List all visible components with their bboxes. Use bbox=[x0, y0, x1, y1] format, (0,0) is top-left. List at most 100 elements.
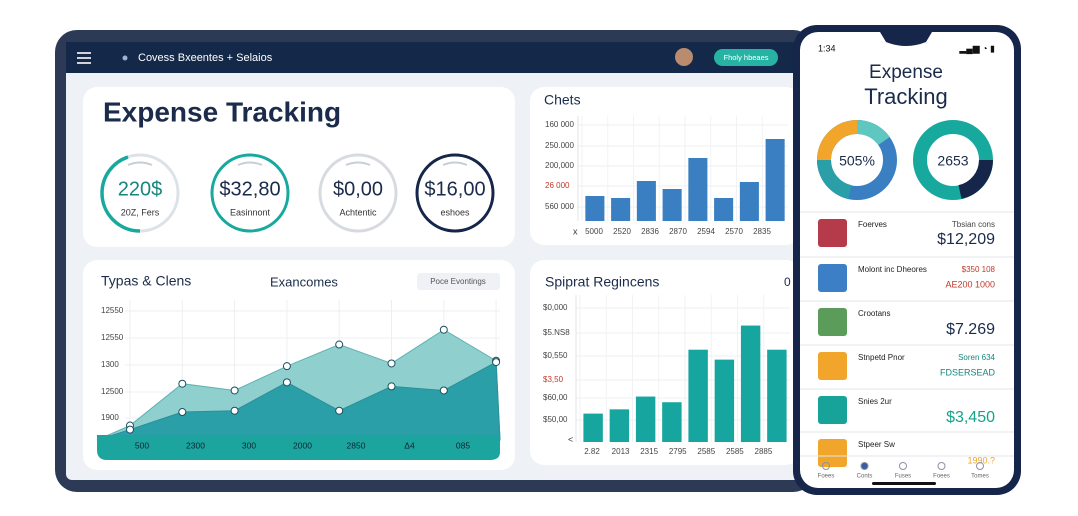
point bbox=[439, 386, 448, 395]
x-tick-label: 2594 bbox=[697, 227, 715, 236]
ring-arc bbox=[100, 155, 141, 233]
item-name: Molont inc Dheores bbox=[858, 265, 927, 274]
ring-label: 20Z, Fers bbox=[121, 207, 160, 217]
item-swatch bbox=[818, 308, 847, 336]
y-tick-label: 12550 bbox=[101, 333, 124, 342]
nav-icon[interactable] bbox=[822, 462, 830, 470]
item-name: Foerves bbox=[858, 220, 887, 229]
item-swatch bbox=[818, 439, 847, 467]
card-title: Expense Tracking bbox=[103, 96, 341, 127]
card bbox=[83, 87, 515, 247]
chart-subtitle: Exancomes bbox=[270, 274, 338, 289]
axis-mark: x bbox=[573, 226, 578, 236]
phone-time: 1:34 bbox=[818, 43, 836, 53]
app-title: Covess Bxeentes + Selaios bbox=[138, 52, 273, 64]
x-tick-label: 2850 bbox=[347, 440, 366, 450]
top-button[interactable] bbox=[714, 49, 778, 66]
x-tick-label: 2835 bbox=[753, 227, 771, 236]
x-tick-label: 2570 bbox=[725, 227, 743, 236]
y-tick-label: $50,00 bbox=[543, 415, 568, 424]
chart-title: Spiprat Regincens bbox=[545, 274, 659, 290]
nav-label: Conts bbox=[857, 474, 873, 480]
point bbox=[387, 359, 396, 368]
point bbox=[282, 378, 291, 387]
ring-value: $32,80 bbox=[219, 178, 280, 200]
y-tick-label: 560 000 bbox=[545, 202, 574, 211]
bar bbox=[583, 413, 603, 442]
pie-ring bbox=[817, 119, 897, 200]
point bbox=[178, 408, 187, 417]
ring bbox=[210, 153, 290, 233]
y-tick-label: 1300 bbox=[101, 360, 119, 369]
ring-tick bbox=[127, 161, 153, 166]
chart-corner: 0 bbox=[784, 275, 791, 289]
point bbox=[439, 325, 448, 334]
x-tick-label: 2836 bbox=[641, 227, 659, 236]
x-tick-label: 2520 bbox=[613, 227, 631, 236]
x-tick-label: 2585 bbox=[697, 447, 715, 456]
ring-value: $0,00 bbox=[333, 178, 383, 200]
ring-label: Achtentic bbox=[339, 207, 377, 217]
point bbox=[387, 382, 396, 391]
x-tick-label: 2300 bbox=[186, 440, 205, 450]
nav-label: Foees bbox=[933, 474, 950, 480]
nav-icon[interactable] bbox=[976, 462, 984, 470]
bar bbox=[688, 349, 708, 442]
phone-screen bbox=[800, 32, 1014, 488]
bar bbox=[636, 181, 656, 221]
item-name: Snies 2ur bbox=[858, 397, 892, 406]
bar bbox=[714, 198, 734, 221]
point bbox=[230, 386, 239, 395]
item-note: $350 108 bbox=[962, 265, 996, 274]
item-note: Tbsian cons bbox=[952, 220, 995, 229]
ring-tick bbox=[442, 161, 468, 166]
chart-button-label: Poce Evontings bbox=[430, 277, 486, 286]
bar bbox=[635, 396, 656, 442]
bar bbox=[714, 359, 735, 442]
item-name: Stpeer Sw bbox=[858, 440, 895, 449]
logo-dot bbox=[122, 55, 128, 61]
nav-icon[interactable] bbox=[860, 462, 869, 470]
bar bbox=[662, 189, 682, 221]
bar bbox=[765, 139, 785, 221]
avatar[interactable] bbox=[675, 48, 693, 66]
phone-title: Tracking bbox=[864, 84, 948, 109]
x-tick-label: 300 bbox=[242, 440, 256, 450]
home-indicator bbox=[872, 482, 936, 485]
item-name: Stnpetd Pnor bbox=[858, 353, 905, 362]
top-button-label: Fholy hbeaes bbox=[723, 53, 768, 62]
x-tick-label: 2.82 bbox=[584, 447, 600, 456]
y-tick-label: 12550 bbox=[101, 306, 124, 315]
item-swatch bbox=[818, 264, 847, 292]
item-amount: FDSERSEAD bbox=[940, 367, 996, 377]
menu-icon[interactable] bbox=[77, 52, 91, 64]
chart-title: Typas & Clens bbox=[101, 273, 191, 289]
nav-label: Foees bbox=[818, 474, 835, 480]
axis-mark: < bbox=[568, 434, 573, 444]
item-amount: $3,450 bbox=[946, 409, 995, 426]
bar bbox=[609, 409, 630, 442]
ring-tick bbox=[345, 161, 371, 166]
point bbox=[230, 406, 239, 415]
nav-icon[interactable] bbox=[937, 462, 946, 470]
x-tick-label: 2885 bbox=[755, 447, 773, 456]
bar bbox=[611, 198, 631, 221]
bar bbox=[740, 325, 761, 442]
pie-ring bbox=[913, 120, 993, 200]
ring-tick bbox=[237, 161, 263, 166]
bar bbox=[739, 182, 759, 221]
bar bbox=[662, 402, 682, 442]
ring bbox=[318, 153, 398, 233]
x-tick-label: 2795 bbox=[669, 447, 687, 456]
chart-button[interactable] bbox=[417, 273, 500, 290]
y-tick-label: 1900 bbox=[101, 413, 119, 422]
item-swatch bbox=[818, 352, 847, 380]
item-name: Crootans bbox=[858, 309, 890, 318]
point bbox=[335, 340, 344, 349]
ring bbox=[415, 153, 495, 233]
notch bbox=[880, 32, 932, 46]
item-amount: AE200 1000 bbox=[945, 279, 995, 289]
x-tick-label: 2000 bbox=[293, 440, 312, 450]
nav-icon[interactable] bbox=[899, 462, 907, 470]
item-swatch bbox=[818, 219, 847, 247]
